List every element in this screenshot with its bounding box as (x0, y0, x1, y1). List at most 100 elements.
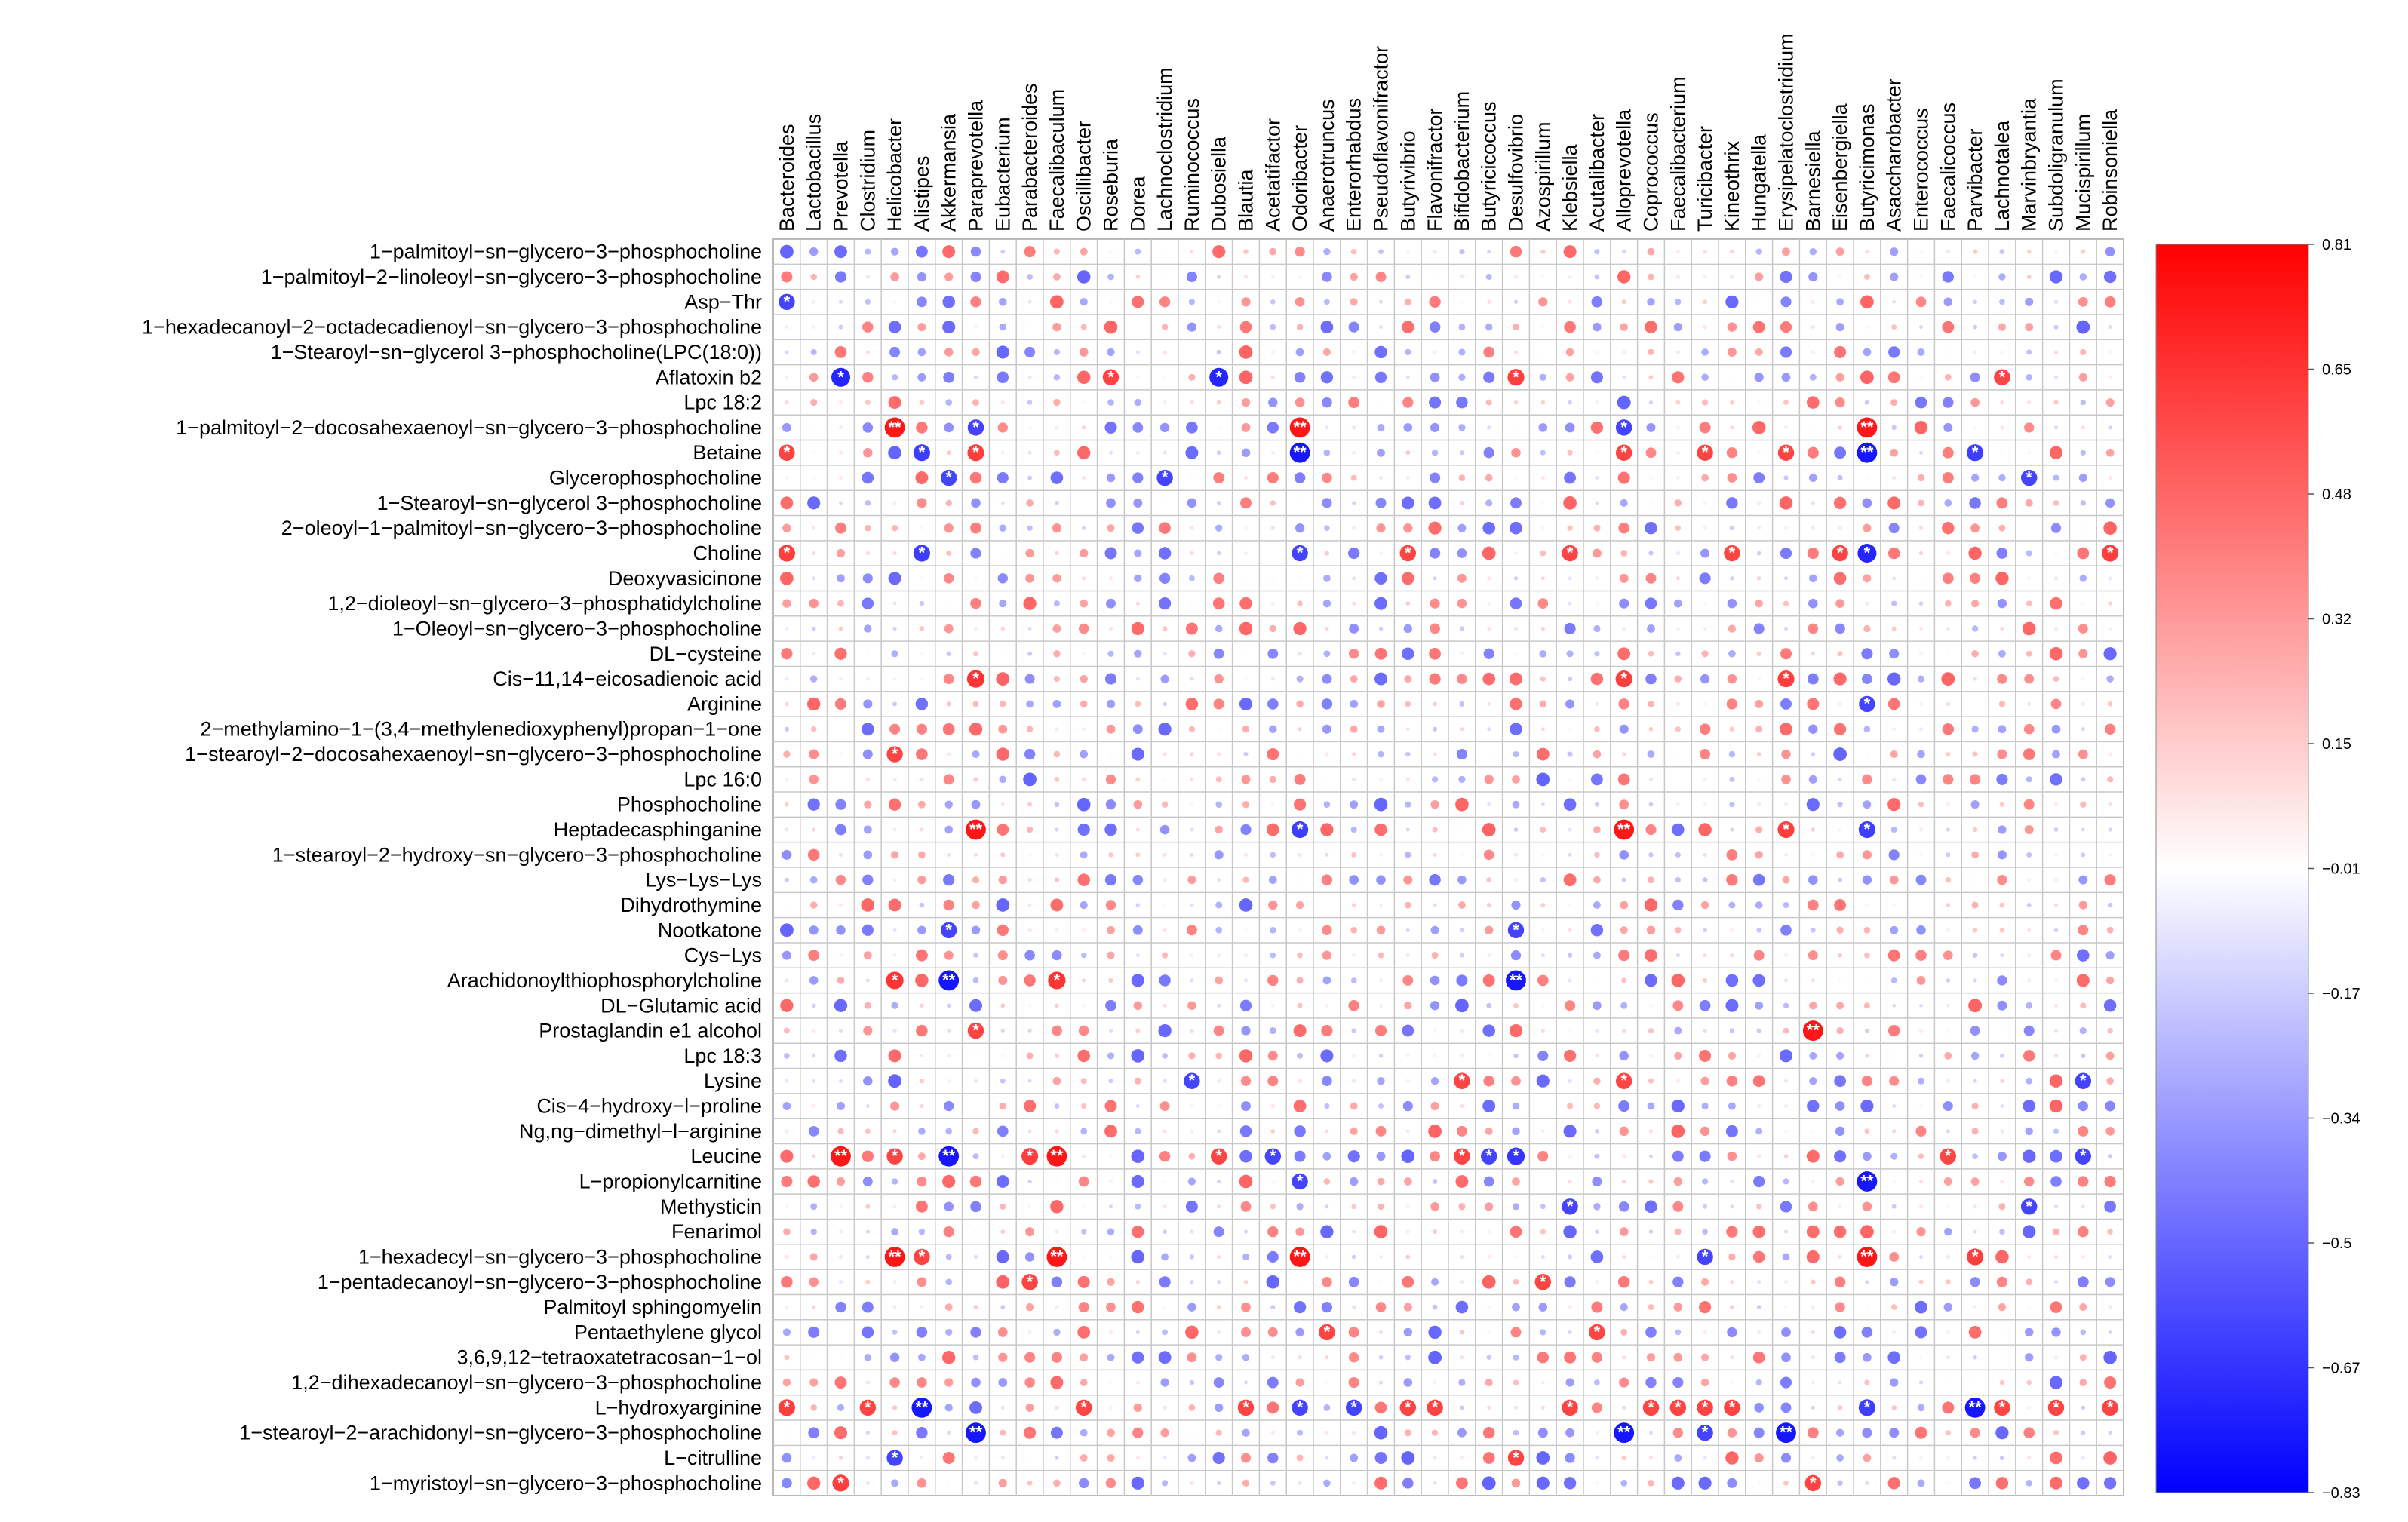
cell-dot (2078, 1125, 2089, 1137)
cell-dot (1622, 752, 1626, 756)
cell-dot (1619, 1126, 1629, 1137)
cell-dot (1050, 295, 1064, 309)
cell-dot (785, 978, 789, 983)
cell-dot (1325, 1129, 1329, 1134)
cell-dot (1835, 623, 1845, 634)
cell-dot (1568, 1180, 1572, 1183)
cell-dot (1298, 1280, 1302, 1284)
cell-dot (2105, 448, 2115, 457)
cell-dot (920, 1104, 924, 1109)
cell-dot (1000, 1405, 1005, 1410)
cell-dot (1025, 573, 1035, 583)
cell-dot (1971, 851, 1979, 859)
cell-dot (1433, 250, 1437, 254)
cell-dot (2105, 1100, 2116, 1112)
cell-dot (1675, 626, 1680, 631)
cell-dot (865, 500, 871, 506)
cell-dot (1053, 600, 1060, 607)
cell-dot (2108, 1431, 2112, 1435)
cell-dot (972, 1128, 979, 1135)
cell-dot (1807, 547, 1819, 560)
cell-dot (1565, 1378, 1574, 1387)
cell-dot (946, 450, 951, 456)
cell-dot (1217, 1079, 1221, 1083)
cell-dot (1811, 1380, 1815, 1385)
significance-label: * (892, 971, 898, 990)
cell-dot (1379, 400, 1383, 405)
significance-label: * (1675, 1398, 1682, 1416)
cell-dot (861, 898, 875, 912)
row-label: 1−stearoyl−2−arachidonyl−sn−glycero−3−ph… (239, 1422, 762, 1444)
cell-dot (1514, 551, 1518, 555)
cell-dot (1401, 1149, 1415, 1164)
cell-dot (2108, 350, 2112, 354)
significance-label: ** (1294, 1247, 1307, 1266)
cell-dot (1077, 797, 1091, 812)
cell-dot (1109, 1330, 1113, 1334)
cell-dot (839, 852, 843, 857)
cell-dot (1215, 926, 1223, 934)
cell-dot (835, 1301, 846, 1313)
cell-dot (1190, 350, 1194, 354)
cell-dot (1027, 400, 1033, 405)
cell-dot (2108, 827, 2112, 832)
cell-dot (2078, 875, 2088, 885)
cell-dot (1890, 1152, 1898, 1160)
cell-dot (1432, 1179, 1438, 1184)
cell-dot (839, 677, 843, 681)
cell-dot (1648, 650, 1654, 657)
row-label: 1−pentadecanoyl−sn−glycero−3−phosphochol… (318, 1271, 762, 1293)
cell-dot (1374, 1425, 1388, 1440)
cell-dot (1540, 1380, 1545, 1385)
cell-dot (1994, 1399, 2010, 1416)
cell-dot (1404, 901, 1411, 909)
cell-dot (917, 800, 926, 809)
significance-label: * (892, 1448, 898, 1467)
cell-dot (1595, 1229, 1599, 1234)
cell-dot (1672, 371, 1685, 384)
cell-dot (1159, 1101, 1170, 1111)
cell-dot (1105, 774, 1116, 785)
cell-dot (1973, 1305, 1977, 1309)
cell-dot (1270, 852, 1276, 858)
cell-dot (972, 750, 980, 759)
cell-dot (1080, 1078, 1087, 1085)
cell-dot (1540, 450, 1546, 456)
cell-dot (1784, 1079, 1788, 1083)
cell-dot (1348, 321, 1359, 333)
cell-dot (2105, 1051, 2115, 1060)
cell-dot (1648, 348, 1654, 356)
column-label: Roseburia (1100, 138, 1123, 232)
cell-dot (947, 1431, 951, 1435)
cell-dot (1703, 526, 1707, 530)
cell-dot (1512, 775, 1520, 784)
cell-dot (785, 701, 789, 706)
cell-dot (1292, 1173, 1308, 1190)
cell-dot (1642, 1399, 1660, 1416)
cell-dot (1622, 250, 1626, 254)
cell-dot (836, 1177, 846, 1186)
cell-dot (1322, 599, 1331, 608)
significance-label: * (1432, 1398, 1439, 1416)
cell-dot (1594, 1128, 1599, 1134)
cell-dot (1776, 1422, 1796, 1444)
cell-dot (1783, 475, 1789, 480)
cell-dot (1783, 1154, 1789, 1158)
cell-dot (1080, 247, 1088, 256)
cell-dot (1514, 425, 1518, 430)
cell-dot (1619, 1377, 1629, 1388)
cell-dot (1725, 999, 1739, 1012)
cell-dot (2105, 247, 2115, 257)
cell-dot (1970, 397, 1980, 407)
cell-dot (1995, 1426, 2009, 1440)
cell-dot (1483, 849, 1494, 861)
cell-dot (1514, 350, 1518, 354)
cell-dot (1374, 572, 1387, 585)
cell-dot (999, 1102, 1006, 1110)
significance-label: * (784, 443, 791, 462)
cell-dot (839, 1330, 843, 1334)
cell-dot (1810, 927, 1816, 933)
cell-dot (918, 851, 926, 859)
cell-dot (1405, 727, 1410, 732)
cell-dot (1431, 952, 1439, 959)
